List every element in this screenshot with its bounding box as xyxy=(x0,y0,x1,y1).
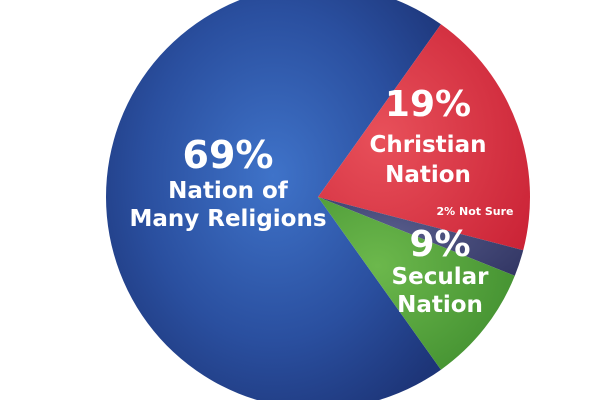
slice-label-not-sure: 2% Not Sure xyxy=(437,205,514,218)
slice-label-many-religions-line2: Many Religions xyxy=(129,206,326,232)
slice-secular xyxy=(318,197,515,370)
slice-label-many-religions-line1: Nation of xyxy=(168,178,289,204)
slice-percent-secular: 9% xyxy=(409,224,470,265)
slice-christian xyxy=(318,24,531,251)
slice-label-secular-line1: Secular xyxy=(392,264,490,290)
slice-label-christian-line2: Nation xyxy=(385,162,471,188)
slice-many-religions xyxy=(106,0,441,400)
slice-percent-christian: 19% xyxy=(385,84,471,125)
pie-labels: 69% Nation of Many Religions 19% Christi… xyxy=(129,84,513,318)
pie-slices xyxy=(106,0,531,400)
slice-label-secular-line2: Nation xyxy=(397,292,483,318)
slice-label-christian-line1: Christian xyxy=(370,132,487,158)
slice-not-sure xyxy=(318,197,524,276)
slice-percent-many-religions: 69% xyxy=(183,133,274,177)
